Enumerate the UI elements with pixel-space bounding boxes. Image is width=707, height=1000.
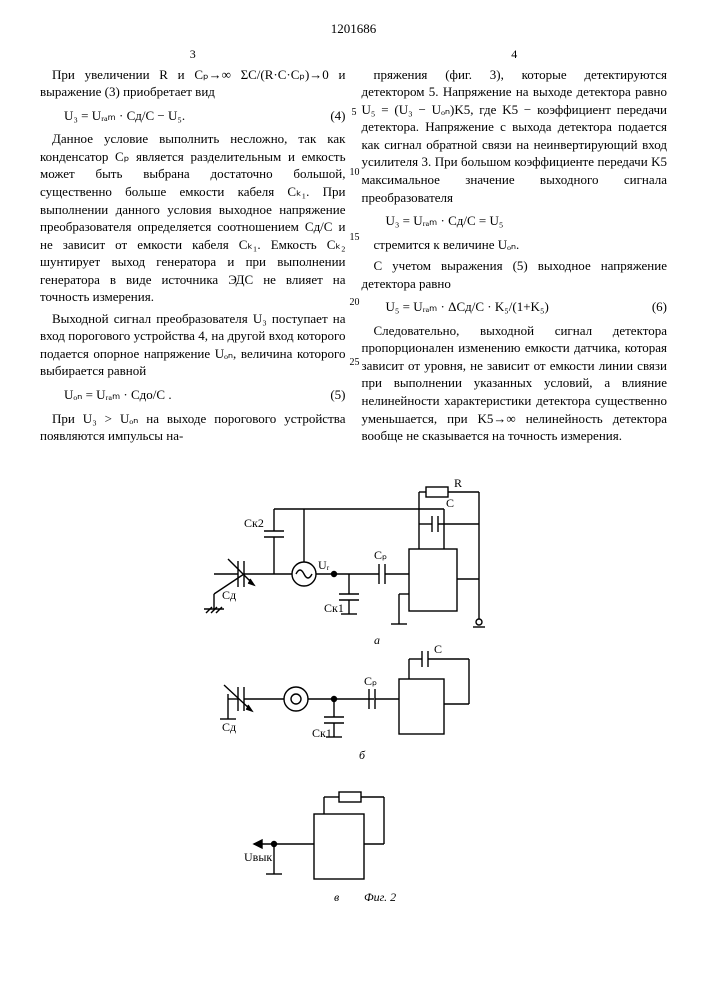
- right-p3: С учетом выражения (5) выходное напряжен…: [362, 257, 668, 292]
- formula-4-num: (4): [330, 107, 345, 125]
- line-marker-10: 10: [350, 166, 360, 180]
- right-p4: Следовательно, выходной сигнал детектора…: [362, 322, 668, 445]
- label-c-b: C: [434, 642, 442, 656]
- label-ck2: Cк2: [244, 516, 264, 530]
- label-cd-b: Cд: [222, 720, 236, 734]
- label-c-a: C: [446, 496, 454, 510]
- subfig-b: Cд Cк1 Cₚ: [220, 642, 469, 762]
- left-column: 3 При увеличении R и Cₚ→∞ ΣC/(R·C·Cₚ)→0 …: [40, 46, 346, 449]
- two-column-layout: 3 При увеличении R и Cₚ→∞ ΣC/(R·C·Cₚ)→0 …: [40, 46, 667, 449]
- label-cp-b: Cₚ: [364, 674, 377, 688]
- right-col-num: 4: [362, 46, 668, 62]
- figure-2: Cд Cк2 Uᵣ: [40, 479, 667, 919]
- formula-4: U₃ = Uᵣₐₘ · Cд/C − U₅. (4): [64, 107, 346, 125]
- label-ck1-a: Cк1: [324, 601, 344, 615]
- line-marker-15: 15: [350, 231, 360, 245]
- label-cp-a: Cₚ: [374, 548, 387, 562]
- left-p2: Данное условие выполнить несложно, так к…: [40, 130, 346, 305]
- right-p2: стремится к величине Uₒₙ.: [362, 236, 668, 254]
- circuit-diagram-svg: Cд Cк2 Uᵣ: [184, 479, 524, 919]
- line-marker-5: 5: [352, 106, 357, 120]
- left-p4: При U₃ > Uₒₙ на выходе порогового устрой…: [40, 410, 346, 445]
- label-ck1-b: Cк1: [312, 726, 332, 740]
- formula-6: U₅ = Uᵣₐₘ · ΔCд/C · K₅/(1+K₅) (6): [386, 298, 668, 316]
- formula-a: U₃ = Uᵣₐₘ · Cд/C = U₅: [386, 212, 668, 230]
- label-uvyk: Uвык: [244, 850, 272, 864]
- formula-5-expr: Uₒₙ = Uᵣₐₘ · Cдо/C .: [64, 387, 172, 402]
- label-r: R: [454, 479, 462, 490]
- subfig-v: Uвык в Фиг. 2: [244, 792, 396, 904]
- subfig-v-label: в: [334, 890, 339, 904]
- formula-5: Uₒₙ = Uᵣₐₘ · Cдо/C . (5): [64, 386, 346, 404]
- label-ur: Uᵣ: [318, 558, 330, 572]
- line-marker-20: 20: [350, 296, 360, 310]
- fig-2-label: Фиг. 2: [364, 890, 396, 904]
- subfig-a-label: а: [374, 633, 380, 647]
- right-column: 4 5 10 15 20 25 пряжения (фиг. 3), котор…: [362, 46, 668, 449]
- label-cd-a: Cд: [222, 588, 236, 602]
- formula-6-num: (6): [652, 298, 667, 316]
- document-number: 1201686: [40, 20, 667, 38]
- formula-6-expr: U₅ = Uᵣₐₘ · ΔCд/C · K₅/(1+K₅): [386, 299, 549, 314]
- right-p1: пряжения (фиг. 3), которые детектируются…: [362, 66, 668, 206]
- line-marker-25: 25: [350, 356, 360, 370]
- subfig-b-label: б: [359, 748, 366, 762]
- left-p1: При увеличении R и Cₚ→∞ ΣC/(R·C·Cₚ)→0 и …: [40, 66, 346, 101]
- left-p3: Выходной сигнал преобразователя U₃ посту…: [40, 310, 346, 380]
- formula-5-num: (5): [330, 386, 345, 404]
- left-col-num: 3: [40, 46, 346, 62]
- formula-4-expr: U₃ = Uᵣₐₘ · Cд/C − U₅.: [64, 108, 185, 123]
- subfig-a: Cд Cк2 Uᵣ: [204, 479, 485, 647]
